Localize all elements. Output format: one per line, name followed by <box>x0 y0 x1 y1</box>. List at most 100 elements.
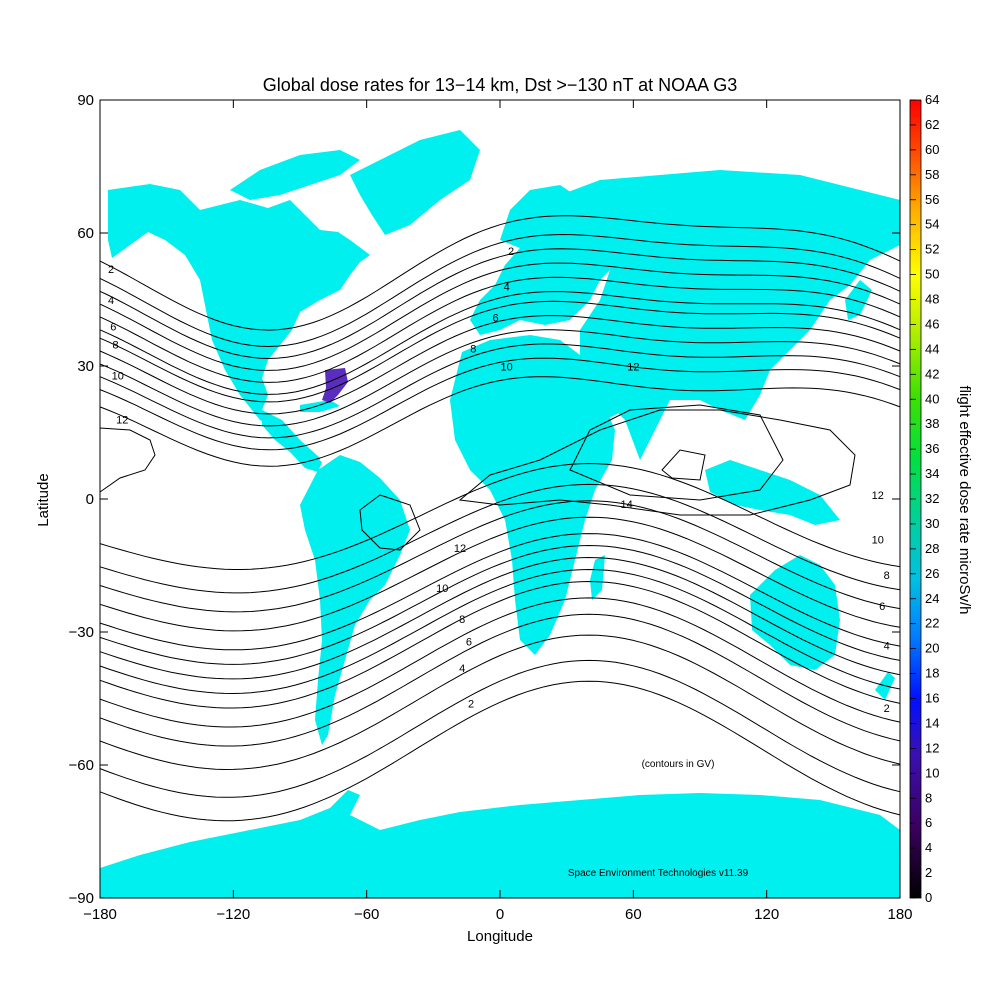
colorbar-tick-label: 20 <box>925 641 939 656</box>
contour-line-north <box>99 315 901 415</box>
colorbar-tick-label: 22 <box>925 616 939 631</box>
contour-loop-south-america <box>359 494 421 551</box>
colorbar-tick-label: 26 <box>925 566 939 581</box>
contour-label: 8 <box>884 570 890 582</box>
colorbar-tick-label: 30 <box>925 516 939 531</box>
y-tick-label: −90 <box>69 890 94 907</box>
contour-label: 12 <box>627 361 639 373</box>
colorbar-tick-label: 8 <box>925 790 932 805</box>
contour-label: 2 <box>108 264 114 276</box>
colorbar-tick-label: 16 <box>925 691 939 706</box>
contour-line-south <box>99 556 901 680</box>
southeast-asia-islands <box>705 460 840 525</box>
x-tick-label: −60 <box>354 906 379 923</box>
colorbar-tick-label: 54 <box>925 217 939 232</box>
contour-line-south <box>99 500 901 613</box>
contour-label: 8 <box>112 339 118 351</box>
landmasses <box>100 130 900 898</box>
contour-line-south <box>99 597 901 728</box>
y-tick-label: 90 <box>77 92 94 109</box>
contour-loop-14 <box>458 409 856 516</box>
colorbar-tick-label: 44 <box>925 341 939 356</box>
madagascar <box>590 555 605 600</box>
europe <box>470 195 620 335</box>
contour-line-south <box>99 680 901 822</box>
y-tick-label: −30 <box>69 624 94 641</box>
contour-label: 10 <box>436 583 448 595</box>
colorbar-tick-label: 40 <box>925 391 939 406</box>
contour-line-north <box>99 329 901 427</box>
y-tick-label: 0 <box>86 491 94 508</box>
x-axis-ticks: −180 −120 −60 0 60 120 180 <box>83 100 913 923</box>
contour-label: 6 <box>879 601 885 613</box>
x-tick-label: 120 <box>754 906 779 923</box>
greenland <box>350 130 480 235</box>
contour-label: 10 <box>872 534 884 546</box>
arabian-peninsula <box>580 355 640 420</box>
x-tick-label: 0 <box>496 906 504 923</box>
contour-label: 4 <box>884 641 890 653</box>
colorbar-tick-label: 28 <box>925 541 939 556</box>
colorbar-tick-label: 34 <box>925 466 939 481</box>
colorbar-tick-label: 18 <box>925 666 939 681</box>
contour-loop-14-inner <box>569 404 784 501</box>
colorbar-tick-label: 14 <box>925 715 939 730</box>
colorbar-tick-label: 58 <box>925 167 939 182</box>
x-tick-label: 180 <box>887 906 912 923</box>
contour-label: 2 <box>884 703 890 715</box>
contour-line-north <box>99 291 901 395</box>
y-tick-label: 30 <box>77 358 94 375</box>
contour-label: 2 <box>508 246 514 258</box>
contour-label: 12 <box>872 490 884 502</box>
contour-label: 14 <box>621 499 633 511</box>
colorbar-tick-label: 56 <box>925 192 939 207</box>
colorbar-tick-label: 4 <box>925 840 932 855</box>
contour-line-south <box>99 580 901 709</box>
x-tick-label: −120 <box>216 906 250 923</box>
contour-line-north <box>99 357 901 451</box>
colorbar-tick-label: 50 <box>925 267 939 282</box>
colorbar-tick-label: 52 <box>925 242 939 257</box>
colorbar-tick-label: 60 <box>925 142 939 157</box>
contour-label: 12 <box>454 543 466 555</box>
colorbar-tick-label: 38 <box>925 416 939 431</box>
contour-label: 4 <box>504 282 510 294</box>
contour-label: 8 <box>459 614 465 626</box>
contour-line-north <box>99 215 901 331</box>
contour-label: 6 <box>110 322 116 334</box>
colorbar-tick-label: 24 <box>925 591 939 606</box>
rigidity-contours <box>99 215 901 822</box>
contour-line-south <box>99 533 901 651</box>
colorbar-label: flight effective dose rate microSv/h <box>956 386 973 615</box>
colorbar-tick-label: 32 <box>925 491 939 506</box>
x-tick-label: 60 <box>625 906 642 923</box>
x-axis-label: Longitude <box>467 928 533 945</box>
contour-line-south <box>99 613 901 747</box>
contour-note: (contours in GV) <box>642 759 715 770</box>
colorbar-tick-label: 6 <box>925 815 932 830</box>
colorbar: 0246810121416182022242628303234363840424… <box>909 92 973 905</box>
contour-label: 4 <box>108 295 114 307</box>
colorbar-tick-label: 48 <box>925 292 939 307</box>
contour-line-north <box>99 276 901 383</box>
colorbar-tick-label: 10 <box>925 765 939 780</box>
x-tick-label: −180 <box>83 906 117 923</box>
colorbar-ticks: 0246810121416182022242628303234363840424… <box>910 92 939 905</box>
contour-label: 6 <box>466 636 472 648</box>
contour-label: 12 <box>116 415 128 427</box>
africa <box>450 335 615 655</box>
contour-line-south <box>99 462 901 570</box>
contour-line-north <box>99 376 901 467</box>
contour-label: 6 <box>492 313 498 325</box>
contour-loop-pacific <box>99 427 156 493</box>
chart-title: Global dose rates for 13−14 km, Dst >−13… <box>263 75 737 95</box>
antarctica <box>100 790 900 898</box>
contour-line-north <box>99 343 901 439</box>
colorbar-tick-label: 64 <box>925 92 939 107</box>
contour-line-north <box>99 248 901 360</box>
y-axis-ticks: −90 −60 −30 0 30 60 90 <box>69 92 900 907</box>
contour-line-north <box>99 233 901 348</box>
contour-line-north <box>99 262 901 371</box>
